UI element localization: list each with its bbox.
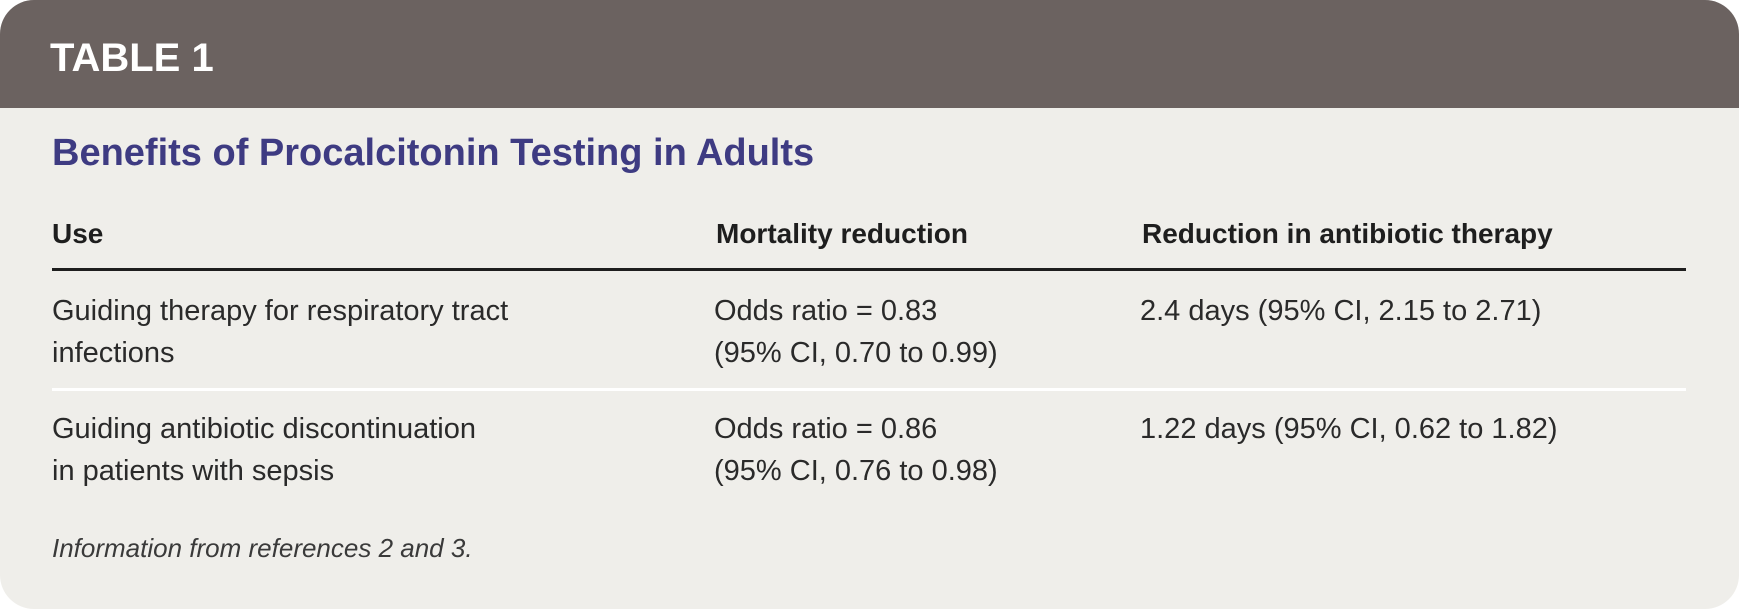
footnote: Information from references 2 and 3. [52,533,473,563]
column-header: Reduction in antibiotic therapy [1142,218,1553,249]
cell-text: infections [52,337,175,369]
cell-text: (95% CI, 0.70 to 0.99) [714,337,998,369]
column-header: Mortality reduction [716,218,969,249]
header-bar [0,0,1739,108]
cell-text: Guiding antibiotic discontinuation [52,413,476,445]
cell-text: 1.22 days (95% CI, 0.62 to 1.82) [1140,413,1558,445]
cell-text: Odds ratio = 0.83 [714,295,938,327]
table-title: Benefits of Procalcitonin Testing in Adu… [52,132,815,174]
cell-text: (95% CI, 0.76 to 0.98) [714,455,998,487]
table-label: TABLE 1 [50,36,214,80]
cell-text: in patients with sepsis [52,455,335,487]
row-separator [52,388,1686,391]
column-header: Use [52,218,104,249]
header-rule [52,268,1686,271]
cell-text: Odds ratio = 0.86 [714,413,938,445]
cell-text: Guiding therapy for respiratory tract [52,295,509,327]
cell-text: 2.4 days (95% CI, 2.15 to 2.71) [1140,295,1542,327]
